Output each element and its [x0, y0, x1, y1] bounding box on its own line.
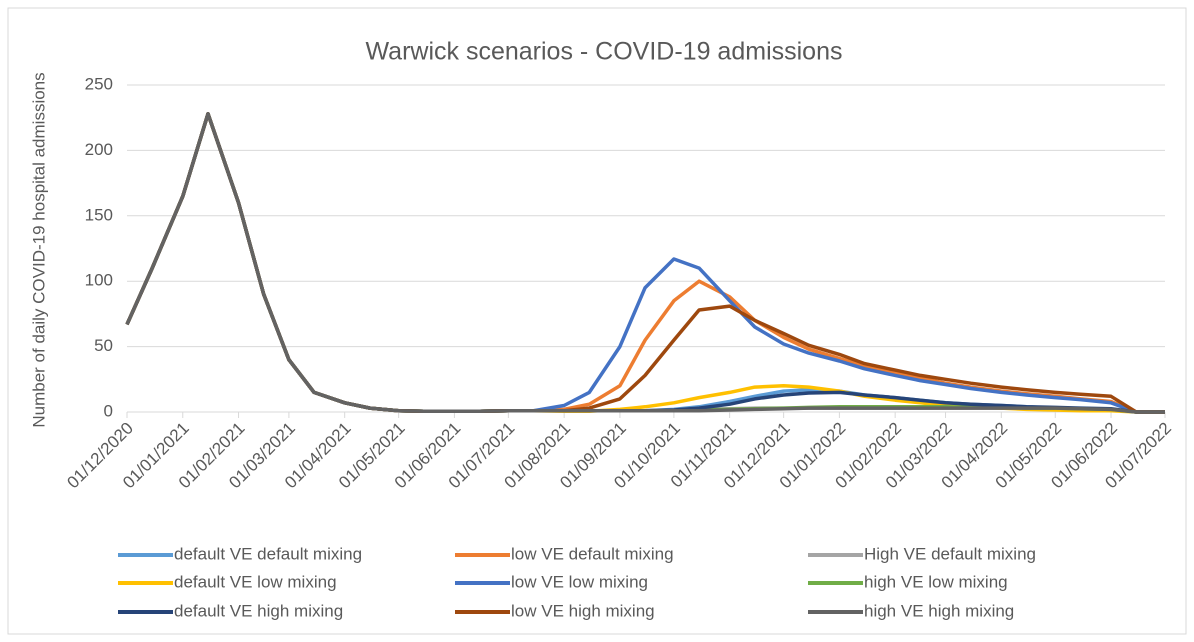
- chart-frame: [7, 7, 1187, 635]
- legend-label: high VE low mixing: [864, 572, 1008, 591]
- y-tick-label: 0: [104, 401, 113, 420]
- series-line: [125, 112, 1165, 414]
- legend-label: default VE high mixing: [174, 601, 343, 620]
- y-tick-label: 150: [85, 205, 113, 224]
- y-tick-label: 200: [85, 140, 113, 159]
- y-axis-label: Number of daily COVID-19 hospital admiss…: [29, 72, 48, 427]
- legend-label: default VE default mixing: [174, 544, 362, 563]
- chart-title: Warwick scenarios - COVID-19 admissions: [366, 38, 843, 66]
- y-tick-label: 100: [85, 271, 113, 290]
- legend-label: default VE low mixing: [174, 572, 337, 591]
- legend-label: High VE default mixing: [864, 544, 1036, 563]
- y-tick-label: 250: [85, 74, 113, 93]
- legend-label: low VE high mixing: [511, 601, 655, 620]
- y-tick-label: 50: [94, 336, 113, 355]
- legend-label: low VE default mixing: [511, 544, 674, 563]
- legend-label: low VE low mixing: [511, 572, 648, 591]
- legend-label: high VE high mixing: [864, 601, 1014, 620]
